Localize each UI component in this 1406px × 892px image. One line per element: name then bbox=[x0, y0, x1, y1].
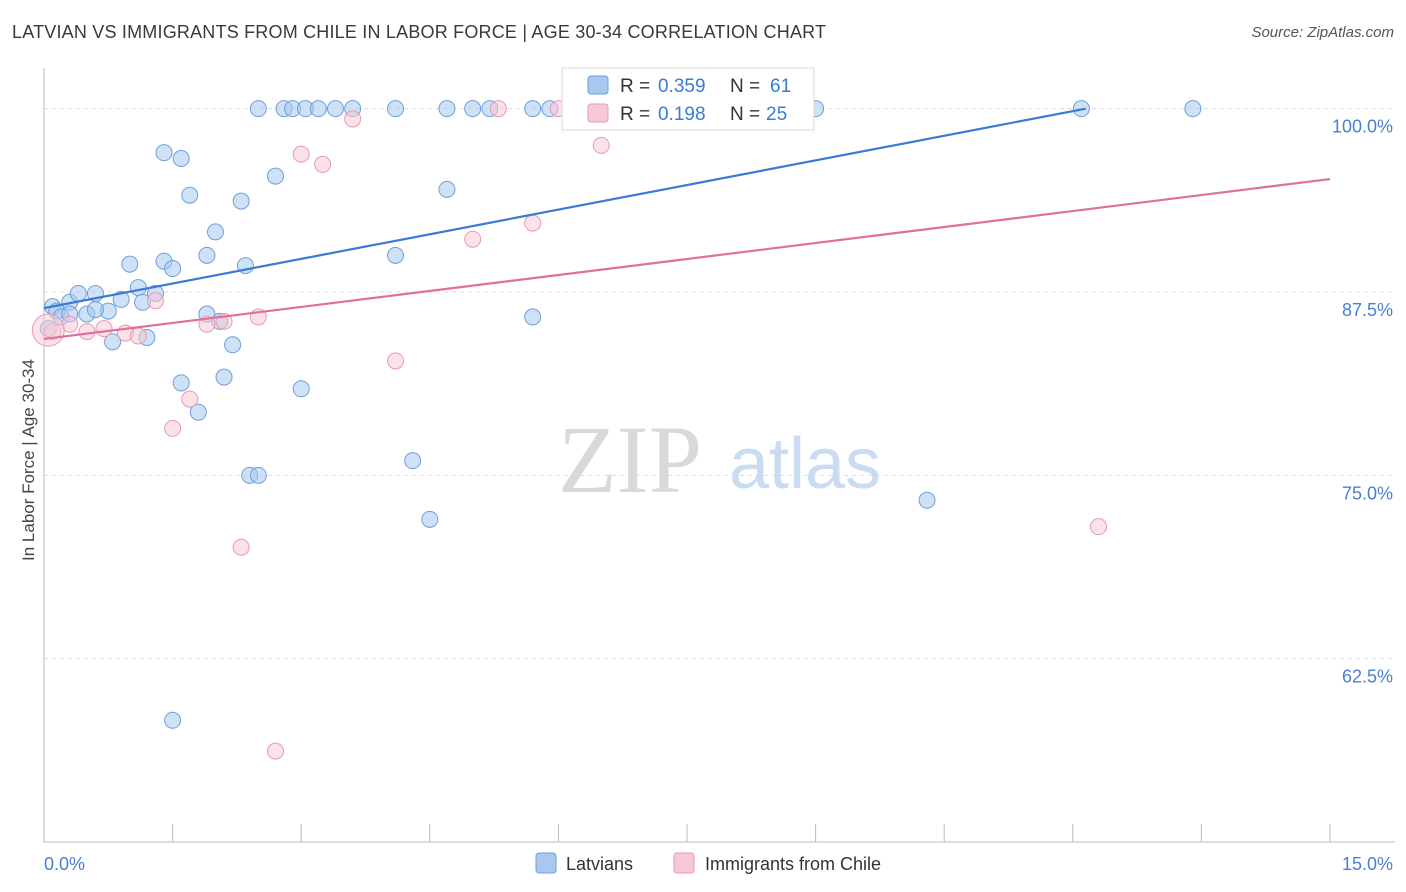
point-latvian bbox=[224, 336, 242, 354]
legend-swatch-chile bbox=[587, 103, 609, 123]
point-chile bbox=[181, 390, 199, 408]
point-latvian bbox=[206, 223, 224, 241]
point-chile bbox=[266, 742, 284, 760]
chart-title: LATVIAN VS IMMIGRANTS FROM CHILE IN LABO… bbox=[12, 22, 827, 42]
y-axis-label: In Labor Force | Age 30-34 bbox=[19, 359, 38, 561]
point-latvian bbox=[387, 246, 405, 264]
point-latvian bbox=[104, 333, 122, 351]
point-latvian bbox=[189, 403, 207, 421]
point-latvian bbox=[181, 186, 199, 204]
legend-bottom-swatch-chile bbox=[673, 852, 695, 874]
point-latvian bbox=[524, 100, 542, 118]
y-tick-label: 100.0% bbox=[1332, 117, 1393, 137]
axes bbox=[43, 68, 1395, 843]
y-tick-labels: 62.5% 75.0% 87.5% 100.0% bbox=[1332, 117, 1393, 687]
point-latvian bbox=[172, 150, 190, 168]
grid-lines bbox=[44, 108, 1395, 660]
point-latvian bbox=[438, 180, 456, 198]
point-latvian bbox=[421, 510, 439, 528]
legend-bottom-label-chile: Immigrants from Chile bbox=[705, 854, 881, 874]
point-chile bbox=[129, 327, 147, 345]
point-chile bbox=[489, 100, 507, 118]
point-latvian bbox=[326, 100, 344, 118]
legend-n-label-latvians: N = bbox=[730, 76, 760, 97]
point-latvian bbox=[198, 246, 216, 264]
point-latvian bbox=[112, 290, 130, 308]
legend-n-value-latvians: 61 bbox=[770, 76, 791, 97]
legend-bottom-label-latvians: Latvians bbox=[566, 854, 633, 874]
legend-r-label-latvians: R = bbox=[620, 76, 650, 97]
point-chile bbox=[464, 230, 482, 248]
point-latvian bbox=[172, 374, 190, 392]
point-chile bbox=[146, 292, 164, 310]
point-latvian bbox=[69, 284, 87, 302]
point-latvian bbox=[86, 301, 104, 319]
watermark-atlas: atlas bbox=[729, 424, 881, 504]
point-chile bbox=[314, 155, 332, 173]
point-chile bbox=[1090, 518, 1108, 536]
point-latvian bbox=[266, 167, 284, 185]
legend-n-label-chile: N = bbox=[730, 104, 760, 125]
x-tick-label-min: 0.0% bbox=[44, 854, 85, 874]
legend-bottom-swatch-latvians bbox=[535, 852, 557, 874]
legend-r-label-chile: R = bbox=[620, 104, 650, 125]
point-chile bbox=[387, 352, 405, 370]
point-latvian bbox=[249, 466, 267, 484]
x-tick-labels: 0.0% 15.0% bbox=[44, 854, 1393, 874]
point-latvian bbox=[387, 100, 405, 118]
point-latvian bbox=[121, 255, 139, 273]
trend-lines bbox=[43, 107, 1331, 341]
point-latvian bbox=[464, 100, 482, 118]
watermark-zip: ZIP bbox=[558, 406, 702, 513]
trend-line-chile bbox=[43, 177, 1331, 341]
point-latvian bbox=[404, 452, 422, 470]
point-chile bbox=[592, 136, 610, 154]
y-tick-label: 87.5% bbox=[1342, 300, 1393, 320]
point-chile bbox=[524, 214, 542, 232]
point-chile bbox=[78, 323, 96, 341]
x-tick-label-max: 15.0% bbox=[1342, 854, 1393, 874]
legend-n-value-chile: 25 bbox=[766, 104, 787, 125]
point-latvian bbox=[129, 279, 147, 297]
chart-source: Source: ZipAtlas.com bbox=[1251, 24, 1394, 41]
point-latvian bbox=[155, 144, 173, 162]
point-chile bbox=[292, 145, 310, 163]
point-latvian bbox=[524, 308, 542, 326]
point-latvian bbox=[164, 260, 182, 278]
point-latvian bbox=[232, 192, 250, 210]
legend-top: R = 0.359 N = 61 R = 0.198 N = 25 bbox=[561, 67, 815, 131]
point-latvian bbox=[292, 380, 310, 398]
trend-line-latvians bbox=[43, 107, 1086, 310]
y-tick-label: 62.5% bbox=[1342, 667, 1393, 687]
point-latvian bbox=[1184, 100, 1202, 118]
point-chile bbox=[232, 538, 250, 556]
legend-r-value-latvians: 0.359 bbox=[658, 76, 706, 97]
y-tick-label: 75.0% bbox=[1342, 483, 1393, 503]
point-chile bbox=[95, 320, 113, 338]
point-latvian bbox=[918, 491, 936, 509]
point-latvian bbox=[438, 100, 456, 118]
point-chile-cluster bbox=[31, 313, 65, 347]
series-chile bbox=[31, 100, 1108, 760]
point-chile bbox=[344, 110, 362, 128]
point-latvian bbox=[215, 368, 233, 386]
legend-swatch-latvians bbox=[587, 75, 609, 95]
point-latvian bbox=[164, 711, 182, 729]
legend-bottom: Latvians Immigrants from Chile bbox=[535, 852, 881, 874]
point-latvian bbox=[249, 100, 267, 118]
legend-r-value-chile: 0.198 bbox=[658, 104, 706, 125]
point-latvian bbox=[309, 100, 327, 118]
point-chile bbox=[164, 419, 182, 437]
